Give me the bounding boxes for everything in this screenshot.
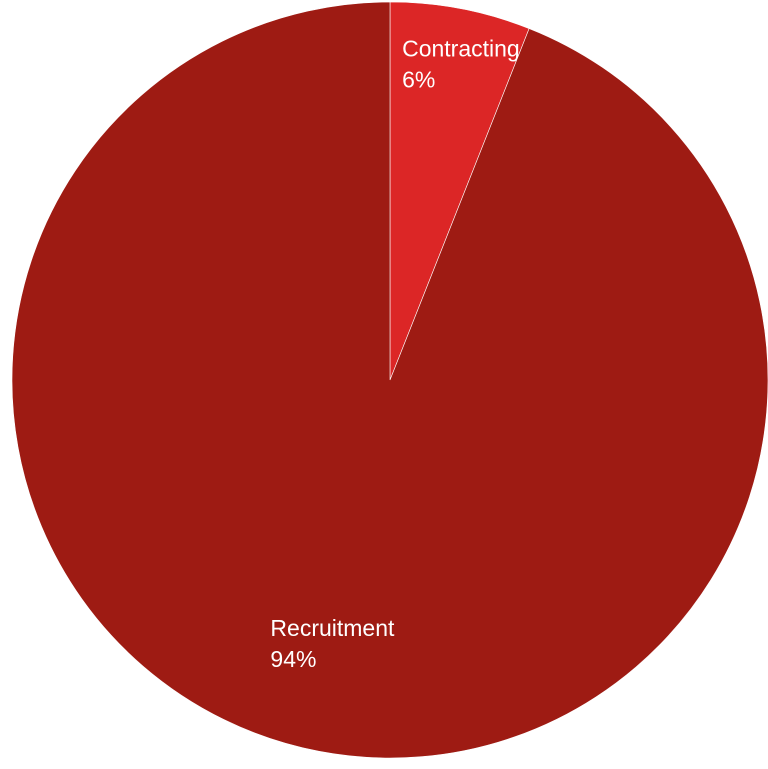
slice-label-recruitment: Recruitment (270, 615, 395, 641)
slice-value-recruitment: 94% (270, 646, 316, 672)
slice-value-contracting: 6% (402, 67, 435, 93)
slice-label-contracting: Contracting (402, 36, 520, 62)
pie-slice-contracting (389, 1, 530, 381)
pie-slice-recruitment (11, 1, 768, 759)
